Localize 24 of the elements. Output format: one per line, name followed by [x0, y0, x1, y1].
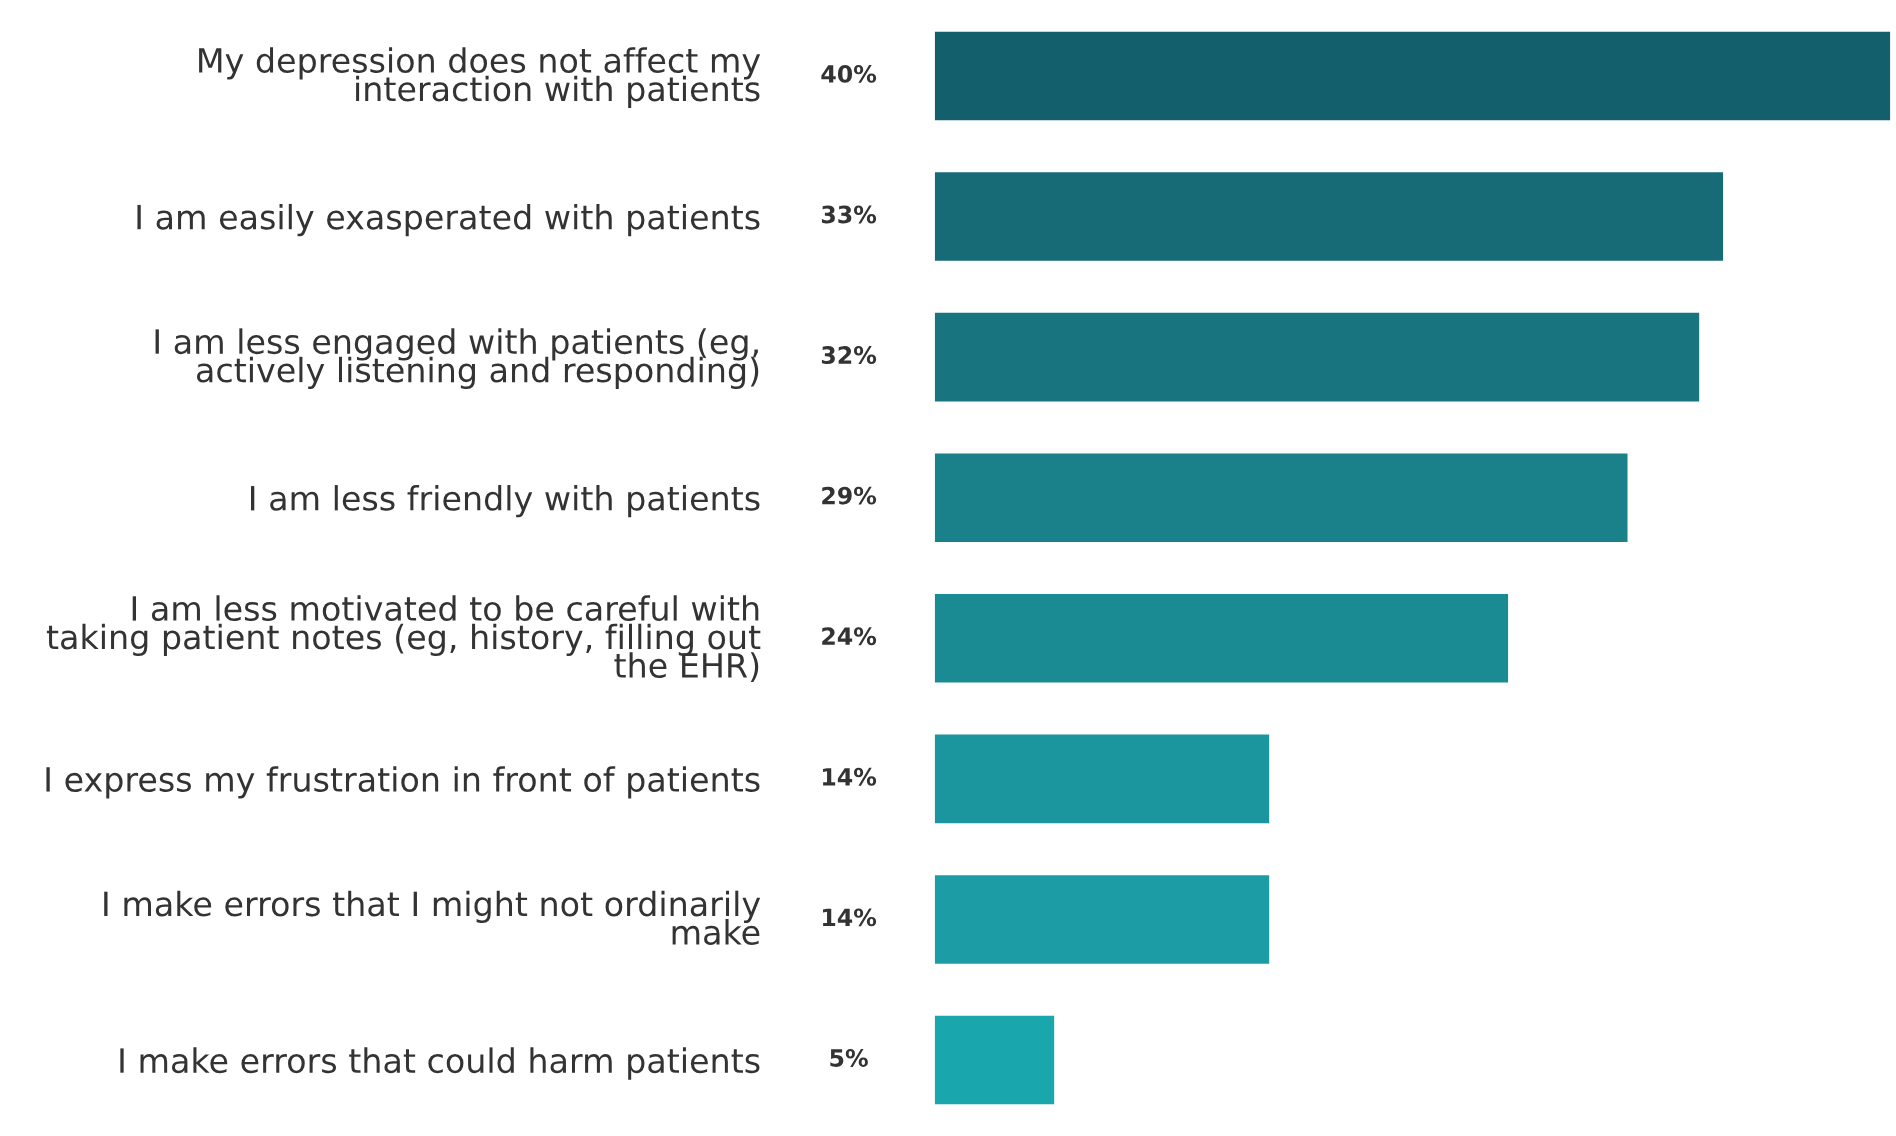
y-tick-label: My depression does not affect my interaction with patients [199, 47, 761, 108]
y-tick-label: I express my frustration in front of patients [46, 766, 760, 799]
bar [934, 875, 1270, 964]
data-label: 24% [822, 627, 877, 646]
data-label: 33% [821, 205, 877, 224]
y-tick-label: I am easily exasperated with patients [137, 203, 760, 237]
data-label: 14% [823, 908, 877, 927]
bar [934, 734, 1270, 824]
bar [934, 594, 1509, 683]
data-label: 29% [822, 486, 877, 505]
data-label: 5% [830, 1049, 868, 1067]
y-tick-label: I make errors that could harm patients [120, 1047, 760, 1080]
bar [934, 172, 1724, 261]
bar [934, 312, 1700, 402]
y-tick-label: I am less friendly with patients [251, 485, 760, 518]
y-tick-label: I make errors that I might not ordinarily make [104, 890, 761, 945]
bar [934, 1015, 1055, 1105]
y-tick-label: I am less motivated to be careful with taking patient notes (eg, history, filling out the EHR) [46, 595, 761, 682]
data-label: 32% [821, 346, 877, 364]
bar [934, 31, 1891, 121]
y-tick-label: I am less engaged with patients (eg, actively listening and responding) [155, 328, 759, 390]
bar [934, 453, 1628, 542]
data-label: 40% [821, 64, 877, 83]
data-label: 14% [823, 767, 877, 786]
